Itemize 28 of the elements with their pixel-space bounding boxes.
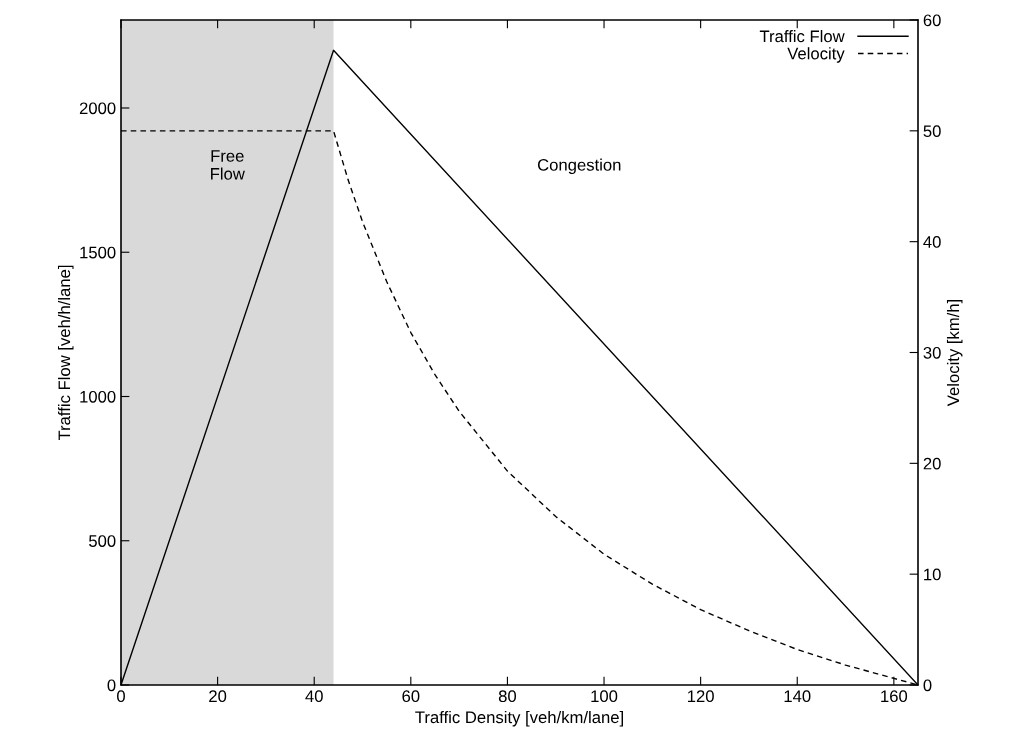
x-tick-label: 0 <box>117 690 125 703</box>
y-tick-label: 2000 <box>79 102 116 115</box>
y2-tick-label: 60 <box>923 14 941 27</box>
x-tick-label: 140 <box>784 690 811 703</box>
y2-tick-label: 0 <box>923 679 932 692</box>
x-tick-label: 60 <box>402 690 420 703</box>
x-tick-label: 80 <box>498 690 517 703</box>
y-axis-title: Traffic Flow [veh/h/lane] <box>57 265 74 441</box>
y-tick-label: 0 <box>107 679 116 692</box>
legend-label: Traffic Flow <box>759 30 845 43</box>
y2-tick-label: 20 <box>923 457 941 470</box>
x-tick-label: 160 <box>881 690 908 703</box>
y2-tick-label: 30 <box>923 346 941 359</box>
y2-tick-label: 50 <box>923 125 941 138</box>
y2-tick-label: 40 <box>923 236 941 248</box>
y2-tick-label: 10 <box>924 568 941 581</box>
y2-axis-title: Velocity [km/h] <box>946 299 963 407</box>
y-tick-label: 500 <box>89 535 116 547</box>
legend-label: Velocity <box>787 47 845 63</box>
x-axis-title: Traffic Density [veh/km/lane] <box>415 710 623 727</box>
x-tick-label: 20 <box>209 690 227 703</box>
x-tick-label: 120 <box>688 690 714 703</box>
x-tick-label: 100 <box>591 690 618 703</box>
annotation: Congestion <box>537 158 621 175</box>
y-tick-label: 1500 <box>80 246 116 259</box>
y-tick-label: 1000 <box>80 390 116 403</box>
band-label: Free Flow <box>211 150 245 180</box>
x-tick-label: 40 <box>305 690 323 703</box>
